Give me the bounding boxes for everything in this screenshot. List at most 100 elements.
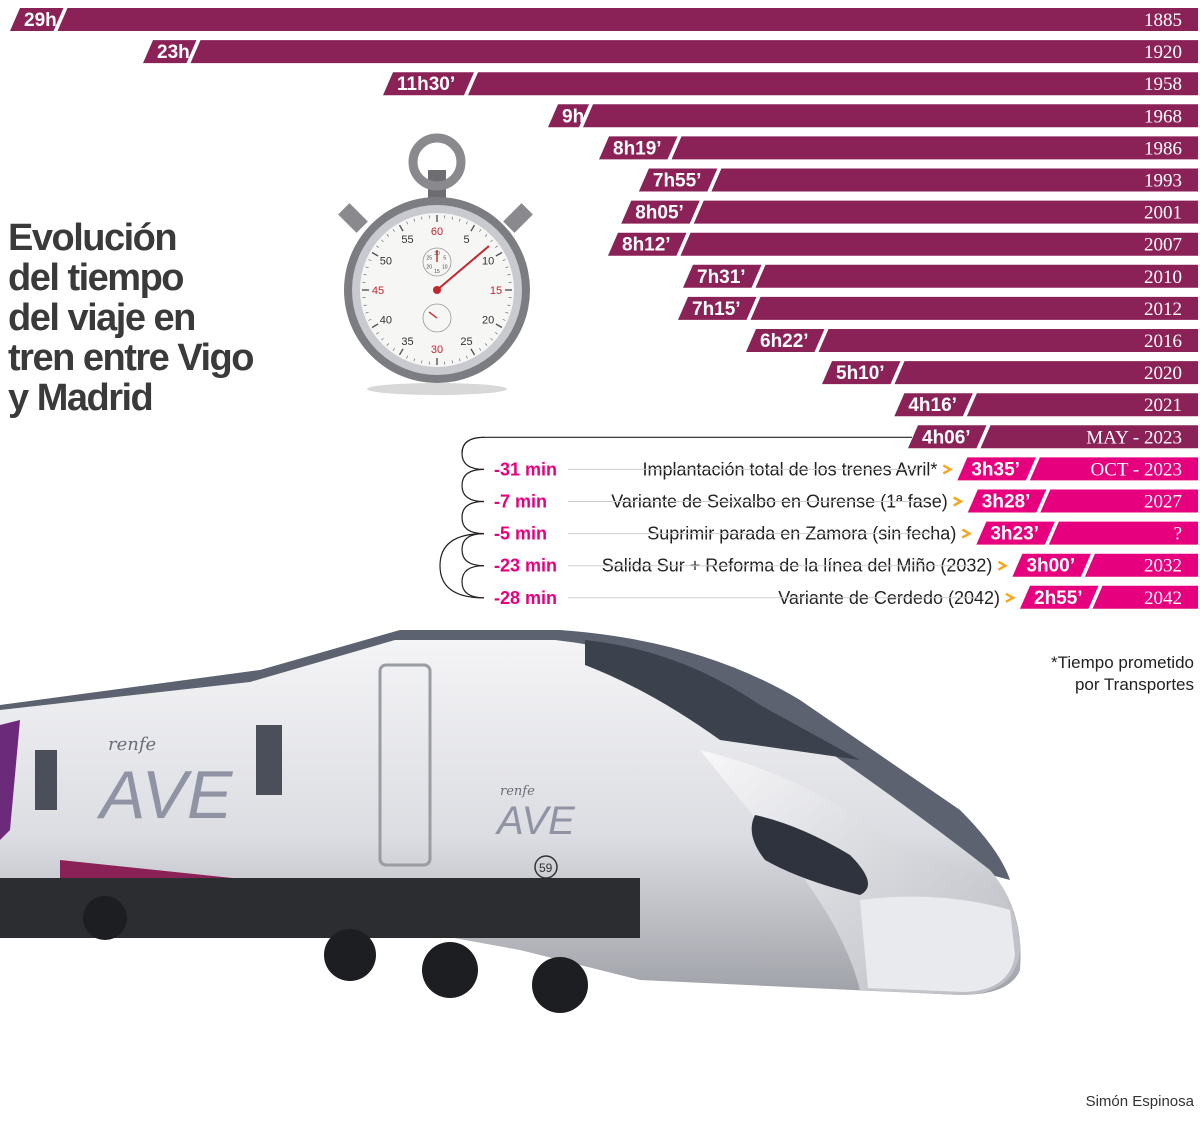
stopwatch-subdial-number: 5: [443, 256, 446, 262]
stopwatch-tick: [363, 304, 367, 306]
stopwatch-tick: [368, 259, 372, 261]
bar-value-label: 6h22’: [760, 331, 809, 352]
bar-label-tab: [683, 264, 762, 288]
bar: [1084, 553, 1198, 577]
stopwatch-dial-number: 35: [401, 336, 413, 348]
train-door: [378, 663, 432, 867]
stopwatch-tick: [381, 337, 384, 341]
bar-label-tab: [143, 40, 197, 64]
stopwatch-tick: [363, 274, 367, 276]
bar-label-tab: [967, 489, 1047, 513]
improvement-saving: -28 min: [494, 588, 557, 608]
bar-label-tab: [10, 8, 64, 31]
improvement-arrow: [953, 496, 964, 507]
stopwatch-tick: [490, 337, 493, 341]
train-purple-v: [0, 720, 20, 840]
bar-value-label: 8h12’: [622, 235, 671, 256]
stopwatch-dial-number: 20: [482, 315, 494, 327]
bar: [1048, 521, 1198, 545]
bar-value-label: 8h05’: [635, 203, 684, 224]
bar-value-label: 7h31’: [697, 267, 746, 288]
bar: [1029, 457, 1198, 481]
bar: [711, 168, 1198, 192]
stopwatch-tick: [502, 319, 506, 321]
bar: [818, 329, 1198, 352]
stopwatch-tick: [458, 218, 461, 222]
stopwatch-tick: [451, 216, 453, 220]
stopwatch-tick: [413, 358, 416, 362]
title-line: y Madrid: [8, 377, 154, 419]
bar-value-label: 3h00’: [1026, 556, 1075, 577]
stopwatch-tick: [451, 360, 453, 364]
stopwatch-side-button: [503, 203, 533, 233]
bars-layer: 29h 1885 23h 1920 11h30’ 1958 9h 1968 8h19’ 1986 7…: [10, 8, 1198, 609]
bar: [680, 232, 1198, 256]
train-brand-text: renfe: [500, 784, 535, 799]
credit: Simón Espinosa: [1085, 1093, 1194, 1110]
improvement-saving: -5 min: [494, 524, 547, 544]
improvement-saving: -23 min: [494, 556, 557, 576]
stopwatch-tick: [365, 266, 369, 269]
improvement-connector: [461, 565, 485, 599]
bar-year-label: 2010: [1144, 267, 1182, 288]
stopwatch-tick: [466, 355, 468, 359]
stopwatch-subdial-number: 10: [442, 265, 448, 271]
train-wheel: [83, 896, 127, 940]
bar-label-tab: [746, 329, 825, 352]
train-wheel: [324, 929, 376, 981]
stopwatch-tick: [398, 348, 404, 356]
bar-year-label: 2032: [1144, 556, 1182, 577]
train-logo-text: AVE: [495, 799, 576, 843]
improvement-arrow: [1005, 592, 1016, 603]
bar-year-label: 1986: [1144, 138, 1182, 159]
bar: [57, 8, 1198, 31]
stopwatch-side-button: [338, 203, 368, 233]
stopwatch-dial-number: 5: [463, 234, 469, 246]
footnote: *Tiempo prometido por Transportes: [1051, 652, 1194, 696]
stopwatch-tick: [470, 224, 476, 232]
stopwatch-dial-number: 25: [460, 336, 472, 348]
stopwatch-dial-number: 10: [482, 256, 494, 268]
stopwatch-tick: [490, 239, 493, 243]
improvement-saving: -31 min: [494, 459, 557, 479]
bar-year-label: 2012: [1144, 299, 1182, 320]
stopwatch-tick: [479, 348, 482, 351]
bar-label-tab: [957, 457, 1036, 481]
stopwatch-tick: [505, 266, 509, 269]
bar-label-tab: [638, 168, 718, 192]
bar: [755, 264, 1198, 288]
stopwatch-tick: [386, 234, 390, 237]
stopwatch-tick: [466, 221, 468, 225]
bar-label-tab: [976, 521, 1055, 545]
stopwatch-tick: [484, 234, 488, 237]
bar-label-tab: [1012, 553, 1091, 577]
title-line: tren entre Vigo: [8, 337, 254, 379]
bar-value-label: 3h23’: [990, 524, 1039, 545]
bar-value-label: 9h: [562, 106, 584, 127]
stopwatch-dial-number: 40: [380, 315, 392, 327]
stopwatch-tick: [507, 304, 511, 306]
bar-year-label: OCT - 2023: [1091, 459, 1182, 480]
stopwatch-tick: [406, 355, 408, 359]
stopwatch-shadow: [367, 383, 507, 395]
improvement-connector: [461, 436, 485, 470]
train-side-window: [751, 815, 868, 895]
stopwatch-subdial: [422, 303, 452, 333]
improvement-arrow: [942, 464, 953, 475]
bar-value-label: 2h55’: [1034, 588, 1083, 609]
train-wheel: [422, 942, 478, 998]
stopwatch-tick: [368, 319, 372, 321]
stopwatch-subdial: [422, 247, 452, 277]
train-window: [256, 725, 282, 795]
stopwatch-tick: [381, 239, 384, 243]
stopwatch-tick: [406, 221, 408, 225]
train-unit-number: 59: [539, 861, 553, 875]
bar-label-tab: [548, 104, 589, 128]
stopwatch-tick: [413, 218, 416, 222]
stopwatch-tick: [376, 245, 379, 248]
bar-label-tab: [1020, 585, 1099, 609]
train-nose-panel: [860, 896, 1015, 992]
stopwatch-tick: [421, 216, 423, 220]
bar-year-label: MAY - 2023: [1086, 427, 1182, 448]
stopwatch-dial-number: 60: [431, 226, 443, 238]
